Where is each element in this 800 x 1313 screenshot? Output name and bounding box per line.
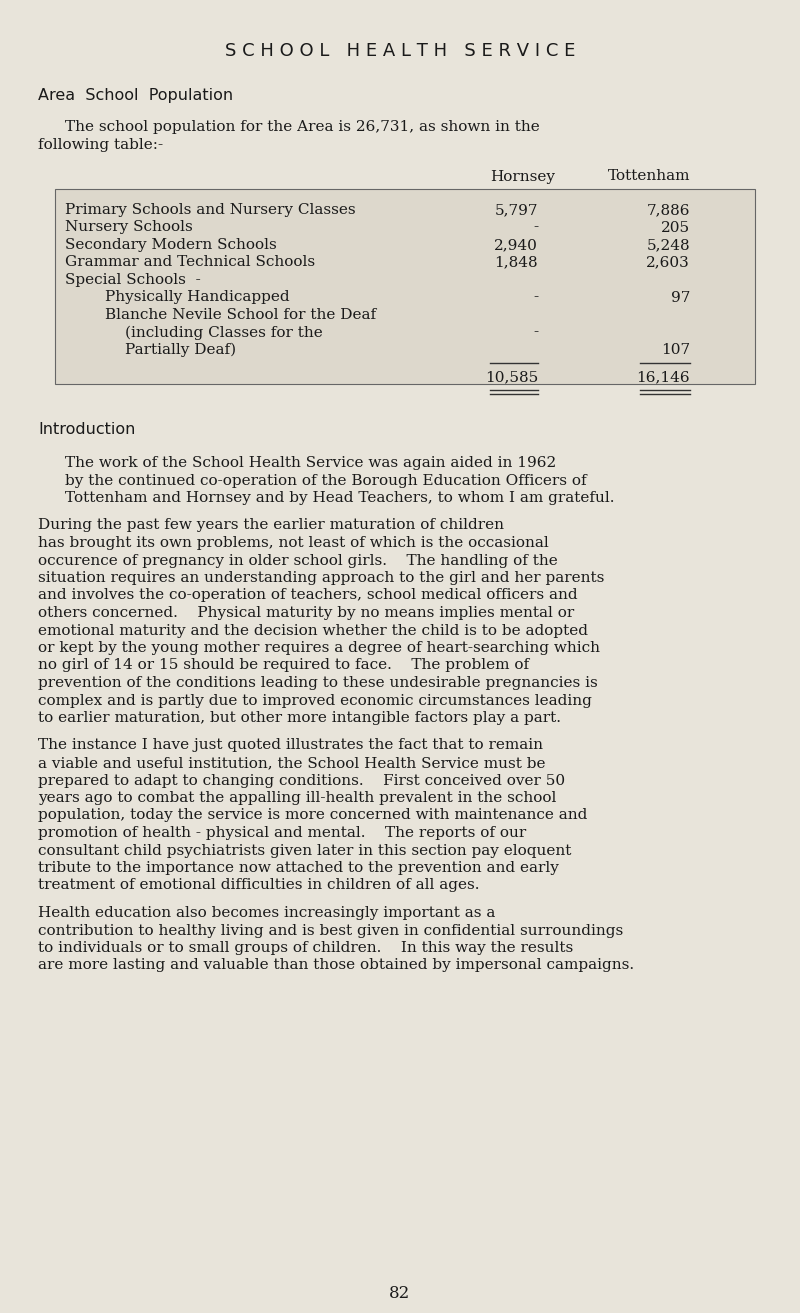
Text: Introduction: Introduction [38, 421, 135, 437]
Text: are more lasting and valuable than those obtained by impersonal campaigns.: are more lasting and valuable than those… [38, 958, 634, 973]
Text: Special Schools  -: Special Schools - [65, 273, 201, 288]
Text: 82: 82 [390, 1285, 410, 1302]
Bar [55, 189, 755, 383]
Text: Health education also becomes increasingly important as a: Health education also becomes increasing… [38, 906, 495, 920]
Text: situation requires an understanding approach to the girl and her parents: situation requires an understanding appr… [38, 571, 604, 586]
Text: Tottenham: Tottenham [607, 169, 690, 184]
Text: -: - [533, 290, 538, 305]
Text: -: - [533, 221, 538, 235]
Text: Blanche Nevile School for the Deaf: Blanche Nevile School for the Deaf [105, 309, 376, 322]
Text: consultant child psychiatrists given later in this section pay eloquent: consultant child psychiatrists given lat… [38, 843, 571, 857]
Text: The school population for the Area is 26,731, as shown in the: The school population for the Area is 26… [65, 119, 540, 134]
Text: Tottenham and Hornsey and by Head Teachers, to whom I am grateful.: Tottenham and Hornsey and by Head Teache… [65, 491, 614, 506]
Text: tribute to the importance now attached to the prevention and early: tribute to the importance now attached t… [38, 861, 559, 874]
Text: Area  School  Population: Area School Population [38, 88, 233, 102]
Text: prepared to adapt to changing conditions.    First conceived over 50: prepared to adapt to changing conditions… [38, 773, 565, 788]
Text: following table:-: following table:- [38, 138, 163, 151]
Text: The work of the School Health Service was again aided in 1962: The work of the School Health Service wa… [65, 456, 556, 470]
Text: population, today the service is more concerned with maintenance and: population, today the service is more co… [38, 809, 587, 822]
Text: by the continued co-operation of the Borough Education Officers of: by the continued co-operation of the Bor… [65, 474, 586, 487]
Text: The instance I have just quoted illustrates the fact that to remain: The instance I have just quoted illustra… [38, 738, 543, 752]
Text: 10,585: 10,585 [485, 370, 538, 385]
Text: complex and is partly due to improved economic circumstances leading: complex and is partly due to improved ec… [38, 693, 592, 708]
Text: treatment of emotional difficulties in children of all ages.: treatment of emotional difficulties in c… [38, 878, 479, 893]
Text: a viable and useful institution, the School Health Service must be: a viable and useful institution, the Sch… [38, 756, 546, 769]
Text: 2,603: 2,603 [646, 256, 690, 269]
Text: Physically Handicapped: Physically Handicapped [105, 290, 290, 305]
Text: Grammar and Technical Schools: Grammar and Technical Schools [65, 256, 315, 269]
Text: or kept by the young mother requires a degree of heart-searching which: or kept by the young mother requires a d… [38, 641, 600, 655]
Text: Hornsey: Hornsey [490, 169, 555, 184]
Text: contribution to healthy living and is best given in confidential surroundings: contribution to healthy living and is be… [38, 923, 623, 937]
Text: promotion of health - physical and mental.    The reports of our: promotion of health - physical and menta… [38, 826, 526, 840]
Text: occurence of pregnancy in older school girls.    The handling of the: occurence of pregnancy in older school g… [38, 554, 558, 567]
Text: others concerned.    Physical maturity by no means implies mental or: others concerned. Physical maturity by n… [38, 607, 574, 620]
Text: 107: 107 [661, 343, 690, 357]
Text: 7,886: 7,886 [646, 204, 690, 217]
Text: 205: 205 [661, 221, 690, 235]
Text: Partially Deaf): Partially Deaf) [125, 343, 236, 357]
Text: 5,248: 5,248 [646, 238, 690, 252]
Text: no girl of 14 or 15 should be required to face.    The problem of: no girl of 14 or 15 should be required t… [38, 659, 529, 672]
Text: has brought its own problems, not least of which is the occasional: has brought its own problems, not least … [38, 536, 549, 550]
Text: emotional maturity and the decision whether the child is to be adopted: emotional maturity and the decision whet… [38, 624, 588, 638]
Text: 16,146: 16,146 [636, 370, 690, 385]
Text: and involves the co-operation of teachers, school medical officers and: and involves the co-operation of teacher… [38, 588, 578, 603]
Text: 1,848: 1,848 [494, 256, 538, 269]
Text: -: - [533, 326, 538, 340]
Text: 2,940: 2,940 [494, 238, 538, 252]
Text: S C H O O L   H E A L T H   S E R V I C E: S C H O O L H E A L T H S E R V I C E [225, 42, 575, 60]
Text: 5,797: 5,797 [494, 204, 538, 217]
Text: Primary Schools and Nursery Classes: Primary Schools and Nursery Classes [65, 204, 356, 217]
Text: prevention of the conditions leading to these undesirable pregnancies is: prevention of the conditions leading to … [38, 676, 598, 691]
Text: to earlier maturation, but other more intangible factors play a part.: to earlier maturation, but other more in… [38, 712, 561, 725]
Text: During the past few years the earlier maturation of children: During the past few years the earlier ma… [38, 519, 504, 533]
Text: years ago to combat the appalling ill-health prevalent in the school: years ago to combat the appalling ill-he… [38, 790, 556, 805]
Text: (including Classes for the: (including Classes for the [125, 326, 322, 340]
Text: Nursery Schools: Nursery Schools [65, 221, 193, 235]
Text: 97: 97 [670, 290, 690, 305]
Text: to individuals or to small groups of children.    In this way the results: to individuals or to small groups of chi… [38, 941, 574, 955]
Text: Secondary Modern Schools: Secondary Modern Schools [65, 238, 277, 252]
